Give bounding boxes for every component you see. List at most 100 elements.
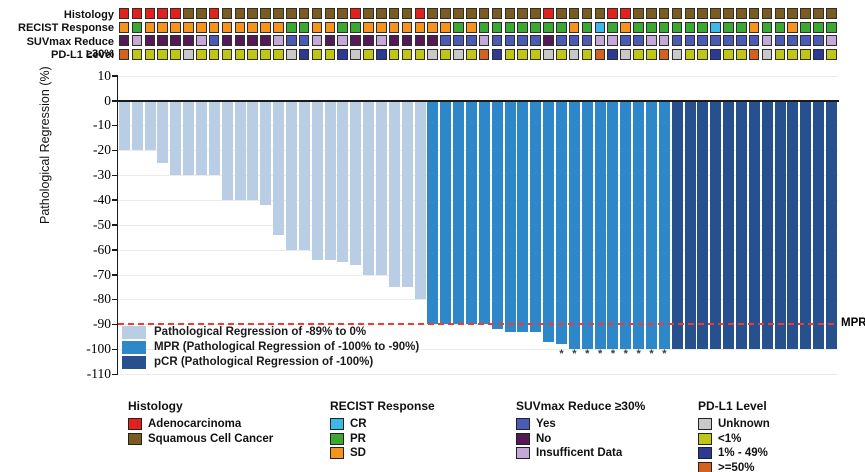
track-square-histology (144, 8, 156, 19)
track-square-suvmax (247, 35, 258, 46)
y-tick-label: 10 (97, 67, 112, 83)
asterisk-marker: * (585, 348, 590, 360)
track-square-recist (311, 21, 323, 33)
track-square-pdl1 (183, 48, 194, 60)
y-tick-label: -80 (93, 291, 111, 307)
track-square-pdl1 (363, 48, 374, 60)
track-square-recist (787, 21, 798, 33)
track-square-suvmax (144, 35, 156, 46)
track-square-recist (427, 21, 438, 33)
y-tick-label: -110 (86, 366, 111, 382)
track-label-recist: RECIST Response (18, 22, 114, 34)
track-square-suvmax (710, 35, 721, 46)
track-square-suvmax (298, 35, 310, 46)
y-tick (112, 298, 117, 301)
track-square-suvmax (813, 35, 824, 46)
track-square-suvmax (183, 35, 194, 46)
regression-bar (581, 101, 593, 350)
track-square-recist (273, 21, 284, 33)
track-square-suvmax (118, 35, 130, 46)
track-square-histology (568, 8, 580, 19)
legend-item: Yes (516, 417, 645, 432)
track-square-pdl1 (491, 48, 503, 60)
track-square-pdl1 (401, 48, 413, 60)
track-square-recist (594, 21, 606, 33)
regression-bar (234, 101, 246, 200)
legend-item: Adenocarcinoma (128, 417, 241, 432)
track-square-recist (826, 21, 837, 33)
legend-swatch (330, 447, 344, 459)
regression-bar (723, 101, 735, 350)
legend-swatch (330, 432, 344, 445)
track-square-recist (414, 21, 426, 33)
legend-swatch (516, 418, 530, 430)
regression-bar (530, 101, 542, 332)
track-square-suvmax (620, 35, 631, 46)
track-square-pdl1 (298, 48, 310, 60)
track-square-histology (363, 8, 374, 19)
track-square-suvmax (170, 35, 181, 46)
legend-item-label: 1% - 49% (718, 447, 768, 459)
track-square-histology (273, 8, 284, 19)
track-square-recist (556, 21, 567, 33)
track-square-histology (697, 8, 708, 19)
track-square-histology (774, 8, 786, 19)
track-square-recist (247, 21, 258, 33)
legend-item-label: Adenocarcinoma (148, 418, 242, 430)
y-tick (112, 373, 117, 376)
track-square-histology (761, 8, 773, 19)
track-square-pdl1 (556, 48, 567, 60)
y-tick (112, 124, 117, 127)
regression-bar (170, 101, 182, 176)
track-square-histology (401, 8, 413, 19)
track-square-histology (478, 8, 490, 19)
asterisk-marker: * (636, 348, 641, 360)
gridline (118, 349, 838, 351)
track-square-pdl1 (517, 48, 528, 60)
track-square-histology (260, 8, 271, 19)
regression-bar (324, 101, 336, 260)
track-square-suvmax (671, 35, 683, 46)
legend-item-label: <1% (718, 432, 742, 445)
track-square-suvmax (568, 35, 580, 46)
track-square-pdl1 (286, 48, 297, 60)
y-tick (112, 348, 117, 351)
track-square-pdl1 (196, 48, 207, 60)
regression-bar (427, 101, 439, 325)
legend-item: CR (330, 417, 435, 432)
regression-bar (633, 101, 645, 350)
gridline (118, 150, 838, 152)
asterisk-marker: * (597, 348, 603, 360)
track-square-recist (761, 21, 773, 33)
track-square-recist (131, 21, 143, 33)
track-square-pdl1 (337, 48, 348, 60)
track-square-pdl1 (736, 48, 747, 60)
track-square-suvmax (440, 35, 451, 46)
regression-bar (658, 101, 670, 350)
regression-bar (183, 101, 195, 176)
track-square-suvmax (196, 35, 207, 46)
legend-item-label: Insufficent Data (536, 447, 623, 459)
track-square-histology (607, 8, 618, 19)
legend-item: 1% - 49% (698, 446, 768, 461)
y-axis-line (116, 75, 118, 375)
gridline (118, 274, 838, 276)
track-square-recist (170, 21, 181, 33)
y-tick (112, 100, 117, 102)
regression-bar (478, 101, 490, 325)
y-tick-label: -10 (93, 117, 111, 133)
asterisk-marker: * (662, 348, 667, 360)
track-square-histology (594, 8, 606, 19)
track-square-recist (388, 21, 400, 33)
regression-bar (774, 101, 786, 350)
track-square-pdl1 (440, 48, 451, 60)
track-square-suvmax (427, 35, 438, 46)
track-square-recist (697, 21, 708, 33)
track-square-histology (247, 8, 258, 19)
legend-item: SD (330, 446, 435, 461)
regression-bar (208, 101, 220, 176)
regression-bar (157, 101, 169, 163)
track-square-suvmax (234, 35, 246, 46)
track-square-histology (787, 8, 798, 19)
legend-item: No (516, 432, 645, 447)
